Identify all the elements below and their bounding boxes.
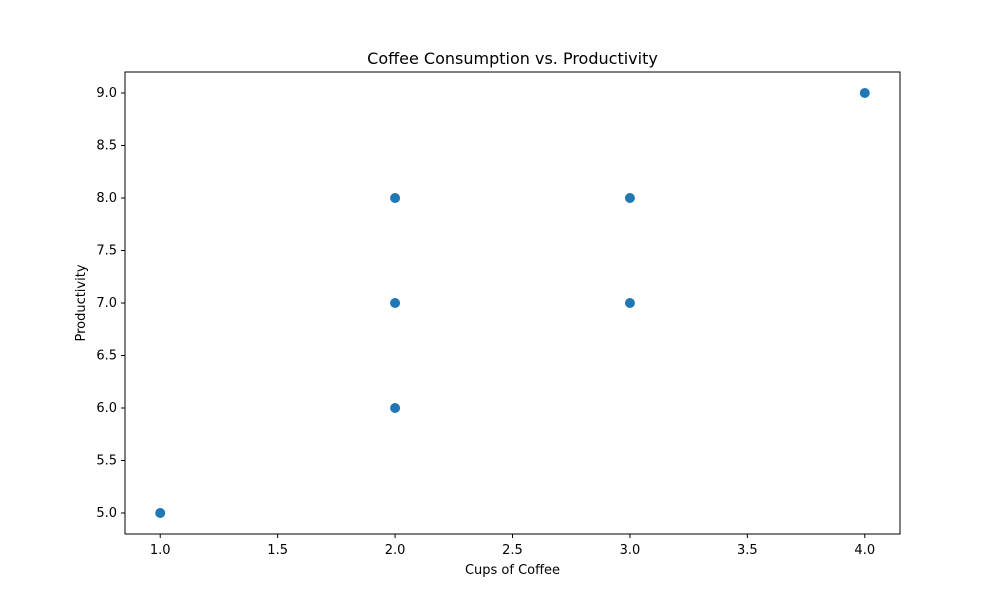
x-tick-label: 1.0 [150, 543, 171, 558]
scatter-point [155, 508, 166, 518]
scatter-point [624, 193, 635, 203]
scatter-point [390, 403, 401, 413]
scatter-point [624, 298, 635, 308]
points-layer [155, 88, 870, 518]
y-tick-label: 7.0 [96, 296, 117, 311]
y-tick-label: 8.0 [96, 191, 117, 206]
x-tick-label: 2.0 [385, 543, 406, 558]
scatter-point [859, 88, 870, 98]
x-tick-label: 2.5 [502, 543, 523, 558]
y-tick-label: 5.0 [96, 506, 117, 521]
y-axis-title: Productivity [74, 264, 89, 341]
x-tick-label: 3.0 [620, 543, 641, 558]
y-axis-ticks: 5.0 5.5 6.0 6.5 7.0 7.5 8.0 8.5 9.0 [96, 86, 125, 521]
x-tick-label: 1.5 [267, 543, 288, 558]
chart-title: Coffee Consumption vs. Productivity [367, 49, 658, 68]
y-tick-label: 7.5 [96, 244, 117, 259]
scatter-point [390, 298, 401, 308]
x-tick-label: 3.5 [737, 543, 758, 558]
y-tick-label: 5.5 [96, 454, 117, 469]
x-axis-ticks: 1.0 1.5 2.0 2.5 3.0 3.5 4.0 [150, 534, 875, 558]
y-tick-label: 9.0 [96, 86, 117, 101]
plot-frame [124, 71, 901, 535]
scatter-point [390, 193, 401, 203]
y-tick-label: 6.5 [96, 349, 117, 364]
x-axis-title: Cups of Coffee [465, 563, 560, 578]
y-tick-label: 8.5 [96, 139, 117, 154]
x-tick-label: 4.0 [854, 543, 875, 558]
y-tick-label: 6.0 [96, 401, 117, 416]
